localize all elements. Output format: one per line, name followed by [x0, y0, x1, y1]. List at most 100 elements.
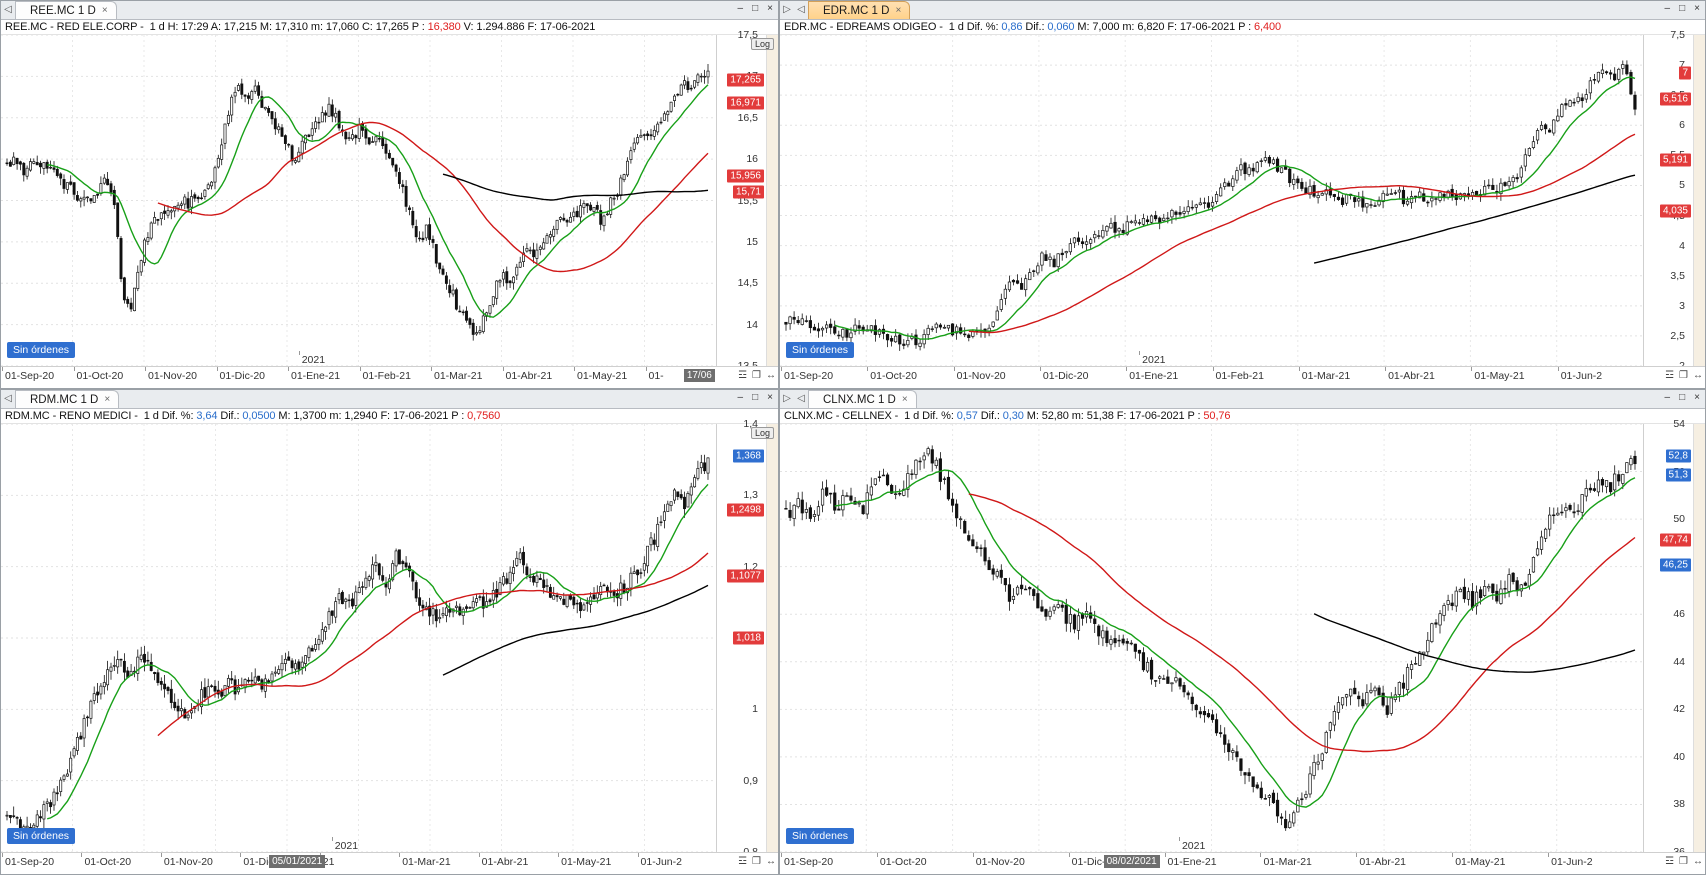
order-status-edr[interactable]: Sin órdenes [786, 342, 855, 358]
tab-nav-left-icon[interactable]: ◁ [797, 4, 805, 15]
minimize-button[interactable]: – [1664, 392, 1671, 403]
toolbar-icon[interactable]: ❐ [752, 856, 761, 867]
close-button[interactable]: × [767, 392, 773, 403]
price-marker-label[interactable]: 46,25 [1659, 558, 1691, 572]
selected-date-badge[interactable]: 05/01/2021 [269, 855, 326, 868]
minimize-button[interactable]: – [1664, 3, 1671, 14]
toolbar-icon[interactable]: ↔ [766, 370, 776, 381]
info-key: C: [361, 21, 373, 33]
price-marker-label[interactable]: 1,1077 [727, 569, 764, 583]
time-tick: 01-Jun-2 [637, 853, 682, 868]
order-status-ree[interactable]: Sin órdenes [7, 342, 76, 358]
plot-clnx[interactable] [780, 424, 1643, 852]
price-marker-label[interactable]: 1,018 [732, 631, 764, 645]
time-tick: 01-May-21 [558, 853, 612, 868]
toolbar-icon[interactable]: ❐ [1679, 856, 1688, 867]
order-status-clnx[interactable]: Sin órdenes [786, 828, 855, 844]
price-marker-label[interactable]: 15,71 [732, 185, 764, 199]
toolbar-icon[interactable]: ↔ [1693, 856, 1703, 867]
tab-ree[interactable]: REE.MC 1 D × [15, 1, 117, 19]
price-marker-label[interactable]: 16,971 [727, 96, 764, 110]
price-marker-label[interactable]: 1,368 [732, 449, 764, 463]
tab-nav-left-icon[interactable]: ◁ [797, 393, 805, 404]
info-value: 17-06-2021 [1126, 410, 1185, 422]
time-axis-ree[interactable]: 01-Sep-20 01-Oct-20 01-Nov-20 01-Dic-20 01-E… [1, 351, 778, 388]
tab-label: EDR.MC 1 D [823, 4, 890, 17]
time-axis-rdm[interactable]: 01-Sep-20 01-Oct-20 01-Nov-20 01-Dic-20 21 01… [1, 837, 778, 874]
close-button[interactable]: × [1694, 3, 1700, 14]
toolbar-icon[interactable]: ☲ [738, 370, 748, 381]
info-value: 17-06-2021 [537, 21, 596, 33]
toolbar-icon[interactable]: ❐ [752, 370, 761, 381]
price-marker-label[interactable]: 1,2498 [727, 503, 764, 517]
toolbar-icon[interactable]: ❐ [1679, 370, 1688, 381]
maximize-button[interactable]: □ [1679, 3, 1686, 14]
time-tick: 01-Dic-20 [1039, 367, 1089, 382]
price-marker-label[interactable]: 6,516 [1659, 92, 1691, 106]
close-icon[interactable]: × [101, 5, 108, 16]
price-marker-label[interactable]: 47,74 [1659, 533, 1691, 547]
price-marker-label[interactable]: 7 [1679, 66, 1691, 80]
info-value: 0,7560 [464, 410, 501, 422]
price-scrollbar[interactable] [1693, 35, 1705, 366]
year-marker: 2021 [298, 351, 326, 366]
selected-date-badge[interactable]: 08/02/2021 [1103, 855, 1160, 868]
tab-clnx[interactable]: CLNX.MC 1 D × [808, 390, 917, 408]
price-marker-label[interactable]: 5,191 [1659, 153, 1691, 167]
tab-nav-left-icon[interactable]: ◁ [4, 393, 12, 404]
toolbar-icon[interactable]: ☲ [1665, 370, 1675, 381]
maximize-button[interactable]: □ [1679, 392, 1686, 403]
info-key: Dif.: [1025, 21, 1045, 33]
time-axis-edr[interactable]: 01-Sep-20 01-Oct-20 01-Nov-20 01-Dic-20 01-E… [780, 351, 1705, 388]
price-axis-rdm[interactable]: Log 1,41,31,21,110,90,81,3681,24981,1077… [716, 418, 778, 858]
tab-nav-right-icon[interactable]: ▷ [783, 393, 791, 404]
info-key: P : [1187, 410, 1201, 422]
chart-panel-ree: ◁ REE.MC 1 D × – □ × REE.MC - RED ELE.CO… [0, 0, 779, 389]
year-marker: 2021 [331, 837, 359, 852]
price-marker-label[interactable]: 4,035 [1659, 204, 1691, 218]
time-axis-clnx[interactable]: 01-Sep-20 01-Oct-20 01-Nov-20 01-Dic-20 01-E… [780, 837, 1705, 874]
tab-nav-right-icon[interactable]: ▷ [783, 4, 791, 15]
price-tick: 42 [1673, 703, 1685, 716]
tab-nav-left-icon[interactable]: ◁ [4, 4, 12, 15]
time-tick: 01-Ene-21 [1126, 367, 1179, 382]
minimize-button[interactable]: – [737, 3, 744, 14]
close-button[interactable]: × [767, 3, 773, 14]
minimize-button[interactable]: – [737, 392, 744, 403]
info-value: 1,3700 [290, 410, 327, 422]
price-marker-label[interactable]: 52,8 [1665, 449, 1691, 463]
close-button[interactable]: × [1694, 392, 1700, 403]
time-tick: 01-Sep-20 [1, 367, 55, 382]
tab-edr[interactable]: EDR.MC 1 D × [808, 1, 911, 19]
price-marker-label[interactable]: 51,3 [1665, 468, 1691, 482]
window-controls: – □ × [1663, 3, 1702, 15]
log-scale-button[interactable]: Log [750, 427, 774, 439]
info-key: m: [1071, 410, 1084, 422]
price-scrollbar[interactable] [766, 35, 778, 366]
price-scrollbar[interactable] [1693, 424, 1705, 852]
price-marker-label[interactable]: 15,956 [727, 169, 764, 183]
toolbar-icon[interactable]: ☲ [738, 856, 748, 867]
maximize-button[interactable]: □ [752, 3, 759, 14]
log-scale-button[interactable]: Log [750, 38, 774, 50]
order-status-rdm[interactable]: Sin órdenes [7, 828, 76, 844]
maximize-button[interactable]: □ [752, 392, 759, 403]
toolbar-icon[interactable]: ☲ [1665, 856, 1675, 867]
close-icon[interactable]: × [901, 394, 908, 405]
close-icon[interactable]: × [895, 5, 902, 16]
price-marker-label[interactable]: 17,265 [727, 73, 764, 87]
info-key: m: [329, 410, 342, 422]
plot-edr[interactable] [780, 35, 1643, 366]
price-scrollbar[interactable] [766, 424, 778, 852]
toolbar-icon[interactable]: ↔ [1693, 370, 1703, 381]
toolbar-icon[interactable]: ↔ [766, 856, 776, 867]
price-axis-ree[interactable]: Log 17,51716,51615,51514,51413,517,26516… [716, 29, 778, 372]
plot-ree[interactable] [1, 35, 716, 366]
close-icon[interactable]: × [104, 394, 111, 405]
selected-date-badge[interactable]: 17/06 [683, 369, 715, 382]
price-tick: 7,5 [1670, 29, 1685, 41]
tab-rdm[interactable]: RDM.MC 1 D × [15, 390, 120, 408]
plot-rdm[interactable] [1, 424, 716, 852]
